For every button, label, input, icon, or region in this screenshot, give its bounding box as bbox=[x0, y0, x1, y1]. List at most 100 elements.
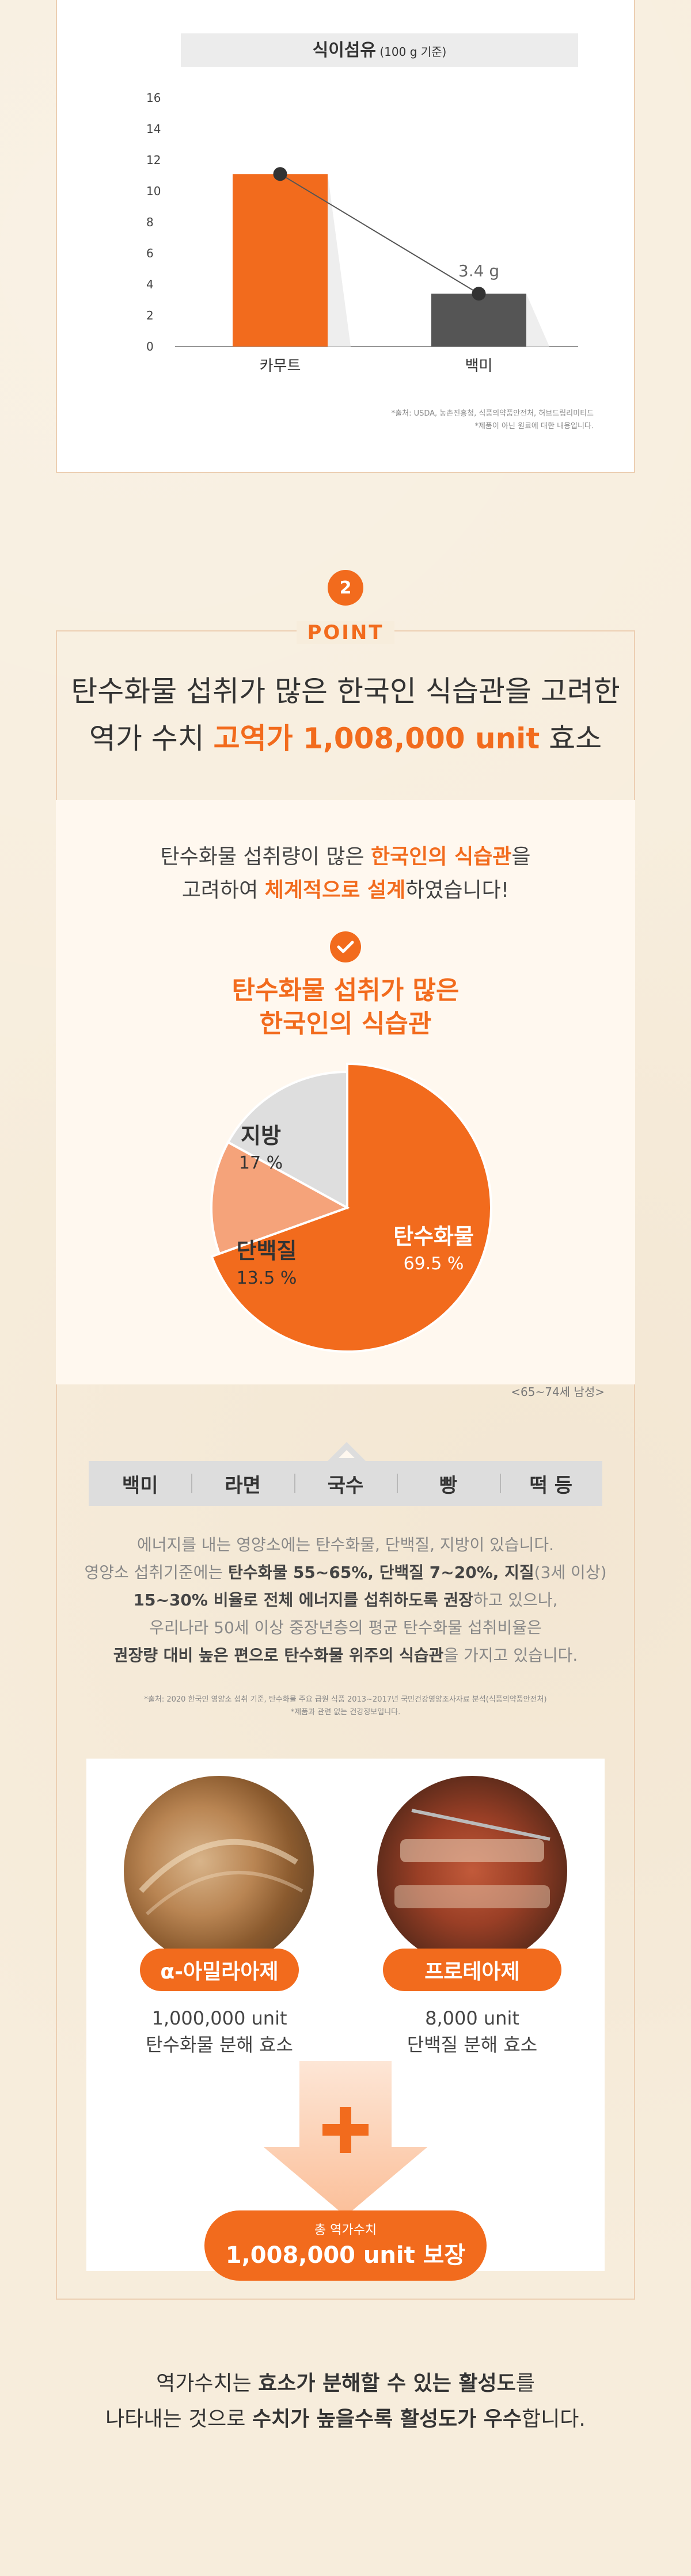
intro-text-part: 을 bbox=[511, 845, 531, 869]
pie-slice-name: 지방 bbox=[241, 1123, 281, 1148]
total-label: 총 역가수치 bbox=[314, 2223, 377, 2238]
protease-label: 프로테아제 bbox=[383, 1949, 561, 1991]
amylase-value: 1,000,000 unit bbox=[151, 2007, 287, 2029]
food-tab: 빵 bbox=[397, 1461, 499, 1506]
desc-line: 우리나라 50세 이상 중장년층의 평균 탄수화물 섭취비율은 bbox=[149, 1618, 542, 1637]
desc-line: 15~30% 비율로 전체 에너지를 섭취하도록 권장하고 있으나, bbox=[0, 1586, 691, 1614]
footer-text: 역가수치는 효소가 분해할 수 있는 활성도를 나타내는 것으로 수치가 높을수… bbox=[0, 2366, 691, 2437]
protease-value: 8,000 unit bbox=[425, 2007, 519, 2029]
plus-arrow-icon bbox=[264, 2061, 427, 2216]
footer-part: 역가수치는 bbox=[156, 2372, 259, 2395]
bar-shadow bbox=[526, 294, 549, 347]
intro-line1: 탄수화물 섭취량이 많은 한국인의 식습관을 bbox=[0, 840, 691, 874]
desc-bold: 권장량 대비 높은 편으로 탄수화물 위주의 식습관 bbox=[113, 1646, 444, 1665]
footer-bold: 수치가 높을수록 활성도가 우수 bbox=[252, 2407, 522, 2431]
food-tab: 국수 bbox=[294, 1461, 397, 1506]
desc-source-line: *출처: 2020 한국인 영양소 섭취 기준, 탄수화물 주요 급원 식품 2… bbox=[144, 1695, 547, 1704]
chart-title: 식이섬유 (100 g 기준) bbox=[313, 40, 447, 60]
chart-title-bar bbox=[181, 33, 578, 67]
pie-title: 탄수화물 섭취가 많은 한국인의 식습관 bbox=[0, 974, 691, 1041]
y-tick-label: 12 bbox=[146, 153, 161, 167]
trend-line bbox=[279, 173, 480, 295]
x-tick-label: 백미 bbox=[465, 357, 493, 375]
headline-line2: 역가 수치 고역가 1,008,000 unit 효소 bbox=[0, 715, 691, 762]
footer-part: 를 bbox=[515, 2372, 535, 2395]
y-tick-label: 6 bbox=[146, 246, 154, 260]
desc-line: 에너지를 내는 영양소에는 탄수화물, 단백질, 지방이 있습니다. bbox=[136, 1535, 555, 1554]
intro-line2: 고려하여 체계적으로 설계하였습니다! bbox=[0, 874, 691, 907]
bar bbox=[233, 174, 328, 347]
pie-slice-value: 13.5 % bbox=[237, 1268, 297, 1288]
pie-slice bbox=[210, 1140, 350, 1255]
intro-highlight: 체계적으로 설계 bbox=[264, 878, 406, 902]
desc-bold: 15~30% 비율로 전체 에너지를 섭취하도록 권장 bbox=[133, 1591, 473, 1609]
y-tick-label: 10 bbox=[146, 184, 161, 198]
footer-line2: 나타내는 것으로 수치가 높을수록 활성도가 우수합니다. bbox=[0, 2402, 691, 2437]
fiber-bar-chart: 식이섬유 (100 g 기준) 0 2 4 6 8 10 12 14 16 카무트 11.1 g 백미 3… bbox=[146, 33, 578, 375]
footer-part: 나타내는 것으로 bbox=[105, 2407, 252, 2431]
intro-text-part: 고려하여 bbox=[181, 878, 265, 902]
desc-part: (3세 이상) bbox=[534, 1563, 607, 1582]
meat-photo bbox=[377, 1776, 567, 1966]
total-value: 1,008,000 unit 보장 bbox=[225, 2242, 466, 2269]
headline-post: 효소 bbox=[540, 722, 602, 755]
headline-line1: 탄수화물 섭취가 많은 한국인 식습관을 고려한 bbox=[71, 675, 620, 708]
y-tick-label: 0 bbox=[146, 340, 154, 353]
pie-title-line2: 한국인의 식습관 bbox=[259, 1009, 432, 1038]
y-tick-label: 16 bbox=[146, 91, 161, 105]
pie-slice-name: 단백질 bbox=[237, 1238, 297, 1264]
footer-line1: 역가수치는 효소가 분해할 수 있는 활성도를 bbox=[0, 2366, 691, 2402]
pie-slice bbox=[210, 1062, 492, 1353]
desc-bold: 탄수화물 55~65%, 단백질 7~20%, 지질 bbox=[228, 1563, 534, 1582]
amylase-role: 탄수화물 분해 효소 bbox=[146, 2034, 293, 2056]
x-tick-label: 카무트 bbox=[260, 357, 301, 375]
desc-source: *출처: 2020 한국인 영양소 섭취 기준, 탄수화물 주요 급원 식품 2… bbox=[0, 1694, 691, 1719]
food-tab: 떡 등 bbox=[499, 1461, 602, 1506]
intro-text: 탄수화물 섭취량이 많은 한국인의 식습관을 고려하여 체계적으로 설계하였습니… bbox=[0, 840, 691, 907]
chart-source-line: *제품이 아닌 원료에 대한 내용입니다. bbox=[474, 422, 594, 431]
point-label-text: POINT bbox=[297, 621, 394, 644]
pie-slice bbox=[226, 1070, 348, 1210]
amylase-label: α-아밀라아제 bbox=[140, 1949, 299, 1991]
desc-part: 하고 있으나, bbox=[473, 1591, 558, 1609]
bar-shadow bbox=[328, 174, 351, 347]
pie-title-line1: 탄수화물 섭취가 많은 bbox=[231, 976, 460, 1005]
desc-part: 을 가지고 있습니다. bbox=[443, 1646, 578, 1665]
pie-slice-value: 17 % bbox=[239, 1153, 283, 1173]
food-tab: 백미 bbox=[122, 1474, 158, 1497]
chart-source-line: *출처: USDA, 농촌진흥청, 식품의약품안전처, 허브드림리미티드 bbox=[391, 409, 594, 418]
point-number-badge: 2 bbox=[328, 570, 363, 606]
intro-text-part: 하였습니다! bbox=[405, 878, 510, 902]
intro-text-part: 탄수화물 섭취량이 많은 bbox=[160, 845, 371, 869]
point-label: POINT bbox=[0, 621, 691, 648]
footer-bold: 효소가 분해할 수 있는 활성도 bbox=[258, 2372, 516, 2395]
pie-slice-name: 탄수화물 bbox=[393, 1224, 474, 1249]
desc-part: 영양소 섭취기준에는 bbox=[84, 1563, 229, 1582]
nutrient-pie-chart: 탄수화물 69.5 % 단백질 13.5 % 지방 17 % bbox=[210, 1062, 492, 1353]
y-tick-label: 4 bbox=[146, 277, 154, 291]
check-icon bbox=[330, 931, 361, 962]
bar bbox=[431, 294, 526, 347]
bread-photo bbox=[124, 1776, 314, 1966]
desc-line: 영양소 섭취기준에는 탄수화물 55~65%, 단백질 7~20%, 지질(3세… bbox=[0, 1559, 691, 1586]
footer-part: 합니다. bbox=[522, 2407, 586, 2431]
trend-point bbox=[472, 287, 486, 301]
y-tick-label: 8 bbox=[146, 215, 154, 229]
protease-role: 단백질 분해 효소 bbox=[407, 2034, 538, 2056]
desc-source-line: *제품과 관련 없는 건강정보입니다. bbox=[290, 1708, 401, 1717]
protease-desc: 8,000 unit 단백질 분해 효소 bbox=[357, 2005, 587, 2058]
bar-data-label: 11.1 g bbox=[255, 142, 306, 161]
headline: 탄수화물 섭취가 많은 한국인 식습관을 고려한 역가 수치 고역가 1,008… bbox=[0, 668, 691, 762]
headline-pre: 역가 수치 bbox=[89, 722, 214, 755]
desc-line: 권장량 대비 높은 편으로 탄수화물 위주의 식습관을 가지고 있습니다. bbox=[0, 1642, 691, 1669]
fiber-chart-card: 식이섬유 (100 g 기준) 0 2 4 6 8 10 12 14 16 카무트 11.1 g 백미 3… bbox=[56, 0, 635, 473]
total-activity-badge: 총 역가수치 1,008,000 unit 보장 bbox=[204, 2210, 487, 2281]
nutrition-description: 에너지를 내는 영양소에는 탄수화물, 단백질, 지방이 있습니다. 영양소 섭… bbox=[0, 1531, 691, 1669]
y-tick-label: 14 bbox=[146, 122, 161, 136]
pie-slice-value: 69.5 % bbox=[404, 1254, 464, 1274]
food-tab: 라면 bbox=[191, 1461, 294, 1506]
intro-highlight: 한국인의 식습관 bbox=[371, 845, 512, 869]
y-tick-label: 2 bbox=[146, 309, 154, 322]
pie-note: <65~74세 남성> bbox=[511, 1385, 605, 1399]
tab-pointer bbox=[327, 1442, 366, 1462]
